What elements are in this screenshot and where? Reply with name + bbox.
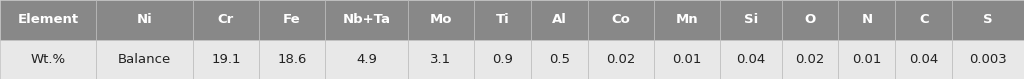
Text: Si: Si [743, 13, 758, 26]
Text: 0.9: 0.9 [492, 53, 513, 66]
Text: Element: Element [17, 13, 79, 26]
Text: 0.01: 0.01 [852, 53, 882, 66]
Bar [781, 0, 839, 40]
Text: Ni: Ni [137, 13, 153, 26]
Bar [720, 40, 781, 79]
Text: Nb+Ta: Nb+Ta [342, 13, 390, 26]
Bar [0, 0, 96, 40]
Text: 0.04: 0.04 [736, 53, 765, 66]
Text: Fe: Fe [284, 13, 301, 26]
Text: C: C [920, 13, 929, 26]
Bar [530, 40, 588, 79]
Bar [588, 0, 654, 40]
Text: 18.6: 18.6 [278, 53, 307, 66]
Text: Balance: Balance [118, 53, 171, 66]
Bar [654, 40, 720, 79]
Text: Cr: Cr [218, 13, 234, 26]
Bar [781, 40, 839, 79]
Text: 19.1: 19.1 [211, 53, 241, 66]
Bar [720, 0, 781, 40]
Bar [96, 0, 193, 40]
Bar [654, 0, 720, 40]
Bar [588, 40, 654, 79]
Text: Co: Co [611, 13, 630, 26]
Bar [952, 0, 1024, 40]
Bar [474, 40, 530, 79]
Bar [259, 40, 325, 79]
Bar [839, 40, 895, 79]
Text: 0.01: 0.01 [673, 53, 701, 66]
Bar [408, 40, 474, 79]
Bar [408, 0, 474, 40]
Bar [325, 40, 408, 79]
Bar [474, 0, 530, 40]
Bar [530, 0, 588, 40]
Text: Al: Al [552, 13, 566, 26]
Text: Mo: Mo [430, 13, 452, 26]
Bar [96, 40, 193, 79]
Text: N: N [861, 13, 872, 26]
Text: 3.1: 3.1 [430, 53, 452, 66]
Bar [193, 0, 259, 40]
Bar [895, 40, 952, 79]
Bar [839, 0, 895, 40]
Bar [952, 40, 1024, 79]
Bar [895, 0, 952, 40]
Text: O: O [805, 13, 816, 26]
Text: 0.02: 0.02 [606, 53, 636, 66]
Text: 0.003: 0.003 [970, 53, 1007, 66]
Text: Mn: Mn [676, 13, 698, 26]
Text: 4.9: 4.9 [356, 53, 377, 66]
Text: Wt.%: Wt.% [31, 53, 66, 66]
Text: 0.04: 0.04 [909, 53, 939, 66]
Text: 0.02: 0.02 [796, 53, 824, 66]
Bar [0, 40, 96, 79]
Bar [259, 0, 325, 40]
Text: S: S [983, 13, 993, 26]
Text: 0.5: 0.5 [549, 53, 569, 66]
Bar [193, 40, 259, 79]
Text: Ti: Ti [496, 13, 509, 26]
Bar [325, 0, 408, 40]
